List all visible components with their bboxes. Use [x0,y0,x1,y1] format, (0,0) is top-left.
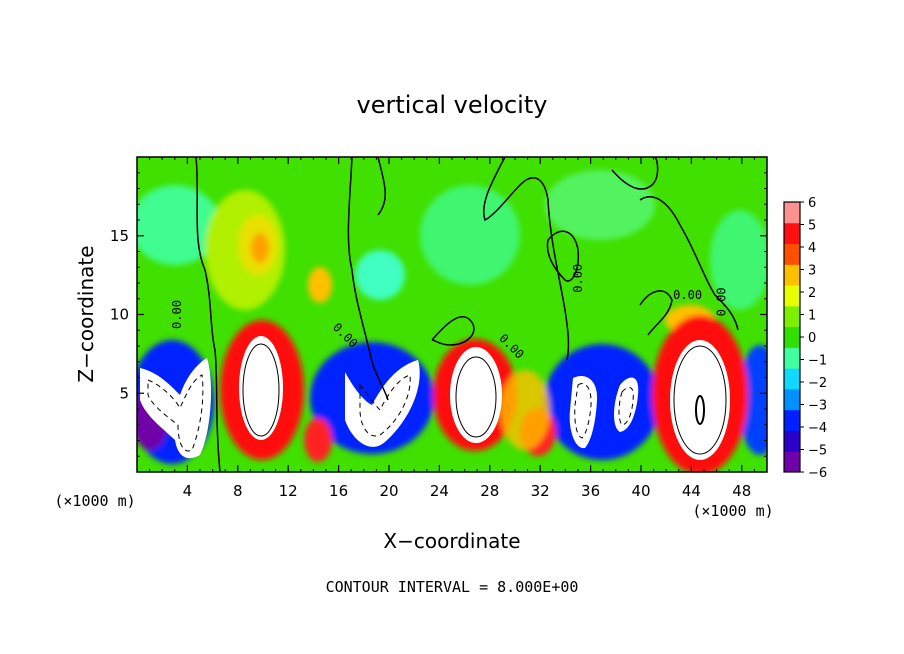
colorbar-label: 4 [808,241,816,256]
velocity-field [137,170,767,472]
x-axis: 4 8 12 16 20 24 28 32 36 40 44 48 [149,157,755,500]
x-tick-label: 48 [732,482,751,500]
x-tick-label: 16 [329,482,348,500]
colorbar-swatch [784,305,800,328]
positive-contours [242,343,727,455]
colorbar-swatch [784,368,800,390]
colorbar-swatch [784,202,800,224]
colorbar-swatch [784,285,800,307]
contour-label: 0.00 [714,287,728,316]
x-tick-label: 44 [682,482,701,500]
colorbar-label: −4 [808,421,827,436]
x-tick-label: 28 [480,482,499,500]
x-tick-label: 40 [631,482,650,500]
y-tick-label: 15 [110,227,129,245]
colorbar-swatch [784,388,800,411]
y-tick-label: 10 [110,306,129,324]
colorbar-swatch [784,347,800,369]
x-unit-left: (×1000 m) [54,492,135,510]
colorbar-swatch [784,243,800,265]
colorbar-swatch [784,409,800,431]
colorbar-swatch [784,222,800,245]
y-axis: 5 10 15 [110,172,767,457]
contour-label: 0.00 [170,300,184,329]
colorbar-label: 2 [808,286,816,301]
x-tick-label: 24 [430,482,449,500]
colorbar-label: 0 [808,331,816,346]
x-axis-label: X−coordinate [383,529,520,553]
colorbar-label: 6 [808,196,816,211]
chart-title: vertical velocity [357,91,548,119]
colorbar-label: −2 [808,376,827,391]
y-axis-label: Z−coordinate [74,245,98,382]
colorbar-label: −6 [808,466,827,481]
colorbar-label: −5 [808,444,827,459]
colorbar-swatch [784,451,800,473]
colorbar-swatch [784,326,800,348]
contour-interval-note: CONTOUR INTERVAL = 8.000E+00 [326,578,579,596]
colorbar: 6 5 4 3 2 1 0 −1 −2 −3 −4 −5 −6 [783,196,827,481]
colorbar-label: −1 [808,354,827,369]
x-tick-label: 8 [233,482,243,500]
colorbar-label: −3 [808,399,827,414]
y-tick-label: 5 [119,384,129,402]
plot-area: 0.000.00 0.000.000.00 0.00 [137,157,767,472]
contour-label: 0.00 [673,288,702,302]
colorbar-swatch [784,264,800,286]
contour-lines [195,157,739,472]
colorbar-swatch [784,430,800,452]
colorbar-label: 1 [808,309,816,324]
colorbar-label: 3 [808,264,816,279]
x-tick-label: 4 [183,482,193,500]
x-tick-label: 12 [279,482,298,500]
x-tick-label: 36 [581,482,600,500]
x-tick-label: 32 [531,482,550,500]
colorbar-label: 5 [808,219,816,234]
x-tick-label: 20 [379,482,398,500]
x-unit-right: (×1000 m) [692,502,773,520]
contour-label: 0.00 [571,264,585,293]
negative-contours [147,374,634,452]
